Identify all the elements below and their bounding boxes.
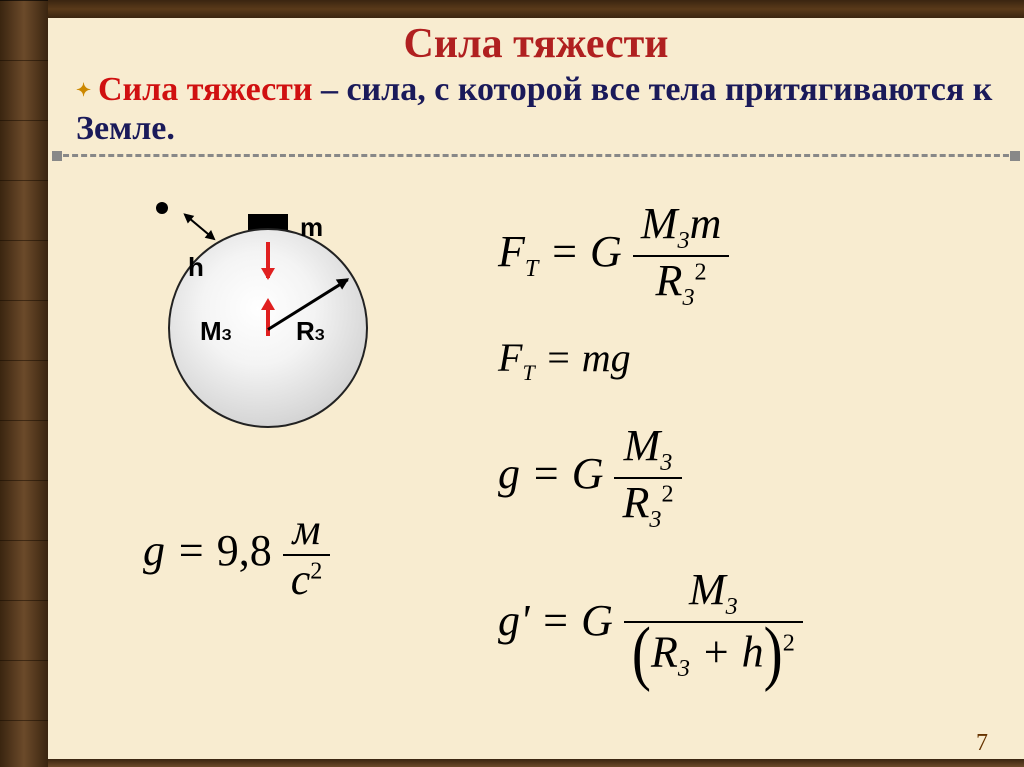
earth-diagram: m h МЗ RЗ: [128, 208, 388, 468]
label-R: RЗ: [296, 316, 325, 347]
ruler-marks: [0, 0, 48, 767]
label-m: m: [300, 212, 323, 243]
point-marker: [156, 202, 168, 214]
fraction: M3 (R3 + h)2: [624, 568, 803, 682]
fraction: м с2: [283, 508, 331, 602]
definition-term: Сила тяжести: [98, 71, 312, 108]
formula-g-prime: g' = G M3 (R3 + h)2: [498, 568, 803, 682]
fraction: M3m R32: [633, 202, 730, 310]
page-number: 7: [976, 730, 988, 757]
formula-g-value: g = 9,8 м с2: [143, 508, 330, 602]
divider-line: [54, 154, 1018, 157]
formula-ft-mg: FT = mg: [498, 338, 631, 384]
h-arrow: [184, 214, 214, 240]
label-h: h: [188, 252, 204, 283]
force-arrow-down: [266, 242, 270, 278]
force-arrow-up: [266, 308, 270, 336]
formulas-block: FT = G M3m R32 FT = mg g = G M3 R32 g' =…: [468, 190, 1004, 747]
frame-top: [0, 0, 1024, 18]
bullet-icon: [76, 84, 92, 100]
definition-text: Сила тяжести – сила, с которой все тела …: [48, 68, 1024, 152]
formula-g: g = G M3 R32: [498, 424, 682, 532]
frame-bottom: [48, 759, 1024, 767]
label-M: МЗ: [200, 316, 232, 347]
page-title: Сила тяжести: [48, 20, 1024, 68]
formula-ft-gravity: FT = G M3m R32: [498, 202, 729, 310]
fraction: M3 R32: [614, 424, 681, 532]
slide-content: Сила тяжести Сила тяжести – сила, с кото…: [48, 18, 1024, 767]
